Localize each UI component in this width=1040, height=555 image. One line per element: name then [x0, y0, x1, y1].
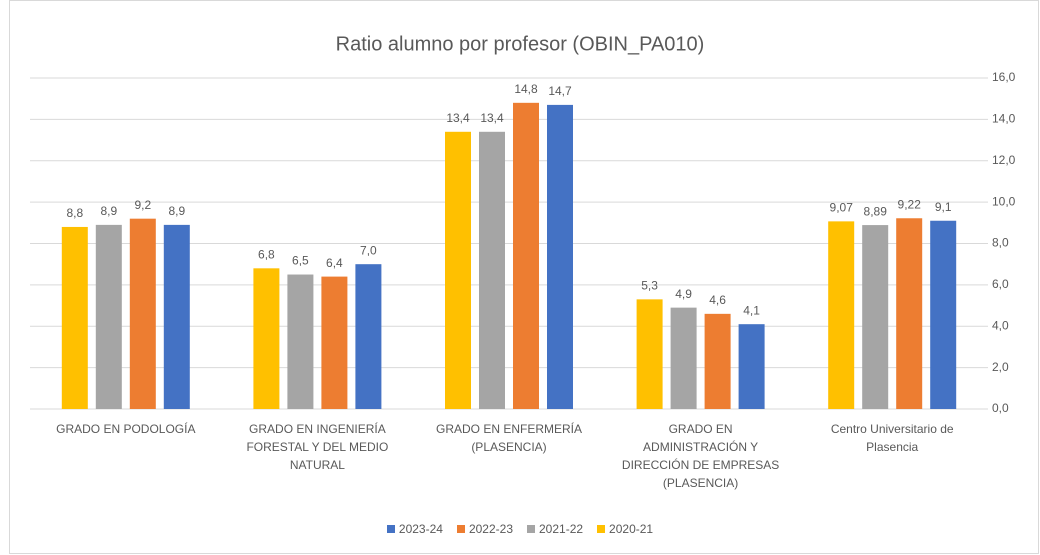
data-label: 4,1 — [743, 303, 760, 317]
bar — [253, 268, 280, 409]
chart-title: Ratio alumno por profesor (OBIN_PA010) — [336, 33, 705, 55]
data-label: 7,0 — [360, 243, 377, 257]
data-label: 8,89 — [864, 204, 888, 218]
y-tick-label: 4,0 — [992, 318, 1009, 332]
bar — [355, 264, 382, 409]
bar — [547, 104, 573, 410]
data-label: 6,8 — [258, 247, 275, 261]
data-label: 6,4 — [326, 256, 343, 270]
legend-item: 2020-21 — [597, 522, 653, 536]
legend-label: 2021-22 — [539, 522, 584, 536]
data-label: 13,4 — [480, 111, 504, 125]
data-label: 14,7 — [548, 84, 572, 98]
y-tick-label: 8,0 — [992, 236, 1009, 250]
legend-swatch — [456, 525, 465, 533]
data-label: 8,8 — [66, 206, 83, 220]
y-tick-label: 0,0 — [992, 401, 1009, 415]
bar — [513, 102, 539, 409]
x-tick-label: GRADO EN ENFERMERÍA (PLASENCIA) — [435, 422, 582, 454]
data-label: 9,07 — [830, 201, 854, 215]
bar — [287, 274, 314, 409]
data-label: 5,3 — [641, 279, 658, 293]
data-label: 9,1 — [935, 200, 952, 214]
data-label: 9,2 — [134, 198, 151, 212]
y-tick-label: 14,0 — [992, 112, 1016, 126]
bar — [704, 313, 731, 409]
legend-swatch — [597, 525, 606, 533]
bar — [479, 131, 505, 409]
x-tick-label: Centro Universitario de Plasencia — [830, 422, 954, 454]
data-label: 9,22 — [898, 197, 922, 211]
x-tick-label: GRADO EN PODOLOGÍA — [56, 422, 196, 436]
data-label: 14,8 — [514, 82, 538, 96]
bar — [445, 131, 471, 409]
legend-item: 2023-24 — [386, 522, 443, 536]
chart-border — [9, 0, 1039, 554]
legend-swatch — [527, 525, 535, 533]
legend: 2023-24 2022-23 2021-22 2020-21 — [0, 522, 1040, 536]
y-tick-label: 6,0 — [992, 277, 1009, 291]
y-tick-label: 10,0 — [992, 194, 1016, 208]
data-label: 4,9 — [675, 287, 692, 301]
data-label: 13,4 — [446, 111, 470, 125]
bar — [896, 218, 923, 409]
bar — [321, 276, 348, 409]
bar — [163, 224, 190, 409]
legend-item: 2022-23 — [456, 522, 513, 536]
bar — [738, 324, 765, 409]
bar — [862, 225, 889, 409]
data-label: 6,5 — [292, 254, 309, 268]
bar — [670, 307, 697, 409]
bar — [828, 221, 855, 409]
x-tick-label: GRADO EN ADMINISTRACIÓN Y DIRECCIÓN DE E… — [621, 422, 780, 490]
legend-swatch — [386, 525, 395, 533]
bar — [636, 299, 663, 409]
bar — [95, 224, 122, 409]
y-tick-label: 2,0 — [992, 360, 1009, 374]
legend-item: 2021-22 — [527, 522, 583, 536]
x-tick-label: GRADO EN INGENIERÍA FORESTAL Y DEL MEDIO… — [246, 422, 389, 472]
bar — [129, 218, 156, 409]
bar — [61, 226, 88, 409]
data-label: 8,9 — [100, 204, 117, 218]
legend-label: 2020-21 — [609, 522, 654, 536]
y-tick-label: 12,0 — [992, 153, 1016, 167]
legend-label: 2022-23 — [468, 522, 513, 536]
legend-label: 2023-24 — [398, 522, 443, 536]
bar — [930, 220, 957, 409]
data-label: 8,9 — [168, 204, 185, 218]
y-tick-label: 16,0 — [992, 70, 1016, 84]
data-label: 4,6 — [709, 293, 726, 307]
